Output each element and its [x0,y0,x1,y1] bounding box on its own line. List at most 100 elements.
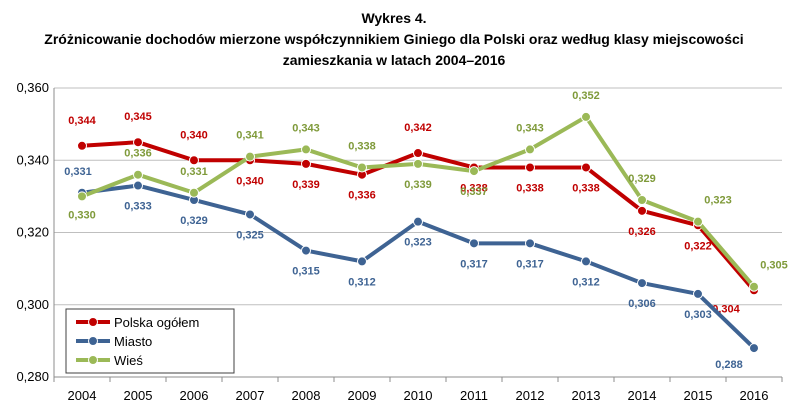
data-point [413,148,423,159]
data-label: 0,341 [236,130,264,142]
data-label: 0,338 [348,140,376,152]
data-point [637,194,647,205]
data-point [357,162,367,173]
x-tick-label: 2010 [404,388,433,403]
data-point [581,111,591,122]
data-label: 0,312 [348,276,376,288]
x-tick-label: 2005 [124,388,153,403]
series-line-3 [81,114,756,288]
data-point [469,238,479,249]
data-point [693,216,703,227]
data-label: 0,343 [292,122,320,134]
data-label: 0,340 [180,129,208,141]
x-tick-label: 2006 [180,388,209,403]
x-tick-label: 2016 [740,388,769,403]
data-label: 0,325 [236,229,264,241]
x-tick-label: 2011 [460,388,488,403]
data-label: 0,338 [572,182,600,194]
data-point [581,162,591,173]
data-label: 0,329 [180,215,208,227]
data-point [189,155,199,166]
data-label: 0,323 [704,195,732,207]
data-point [749,343,759,354]
data-point [133,180,143,191]
data-point [693,288,703,299]
data-label: 0,352 [572,90,600,102]
legend-swatch-marker [88,317,98,327]
data-point [245,209,255,220]
data-point [133,137,143,148]
x-tick-label: 2013 [572,388,601,403]
data-point [301,144,311,155]
data-label: 0,317 [516,258,544,270]
data-label: 0,323 [404,237,432,249]
x-tick-label: 2009 [348,388,377,403]
y-tick-label: 0,360 [16,80,49,95]
data-label: 0,339 [404,179,432,191]
x-tick-label: 2007 [236,388,265,403]
data-label: 0,317 [460,258,488,270]
data-label: 0,288 [715,359,743,371]
data-label: 0,345 [124,111,152,123]
legend-swatch-marker [88,336,98,346]
legend-entry: Polska ogółem [114,315,199,330]
data-point [413,216,423,227]
data-label: 0,322 [684,240,712,252]
data-point [301,245,311,256]
data-point [525,144,535,155]
data-label: 0,337 [460,186,488,198]
data-point [525,162,535,173]
x-tick-label: 2012 [516,388,545,403]
y-tick-label: 0,320 [16,225,49,240]
data-point [581,256,591,267]
chart-title-line-2: Zróżnicowanie dochodów mierzone współczy… [44,31,744,68]
data-label: 0,343 [516,122,544,134]
data-label: 0,340 [236,175,264,187]
legend-entry: Miasto [114,334,152,349]
data-point [413,158,423,169]
data-point [357,256,367,267]
data-label: 0,344 [68,115,96,127]
data-point [133,169,143,180]
data-label: 0,329 [628,173,656,185]
data-label: 0,315 [292,266,320,278]
data-point [77,140,87,151]
legend-swatch-marker [88,355,98,365]
data-label: 0,331 [180,166,208,178]
data-point [245,151,255,162]
chart-title: Wykres 4. Zróżnicowanie dochodów mierzon… [0,8,788,71]
data-point [77,191,87,202]
chart-title-line-1: Wykres 4. [361,10,427,26]
data-label: 0,338 [460,182,488,194]
data-label: 0,305 [760,260,788,272]
data-label: 0,312 [572,276,600,288]
x-tick-label: 2014 [628,388,657,403]
data-label: 0,336 [124,148,152,160]
data-label: 0,330 [68,209,96,221]
x-tick-label: 2008 [292,388,321,403]
data-label: 0,326 [628,226,656,238]
data-label: 0,339 [292,179,320,191]
data-label: 0,338 [516,182,544,194]
data-label: 0,331 [64,166,92,178]
legend-entry: Wieś [114,353,143,368]
data-label: 0,306 [628,298,656,310]
data-point [525,238,535,249]
data-label: 0,333 [124,201,152,213]
x-tick-label: 2015 [684,388,713,403]
y-tick-label: 0,340 [16,152,49,167]
data-point [637,205,647,216]
data-label: 0,303 [684,309,712,321]
x-tick-label: 2004 [68,388,97,403]
data-point [749,281,759,292]
data-point [637,278,647,289]
data-point [189,187,199,198]
data-point [301,158,311,169]
y-tick-label: 0,280 [16,369,49,384]
data-label: 0,336 [348,190,376,202]
data-label: 0,342 [404,122,432,134]
y-tick-label: 0,300 [16,297,49,312]
data-point [469,166,479,177]
